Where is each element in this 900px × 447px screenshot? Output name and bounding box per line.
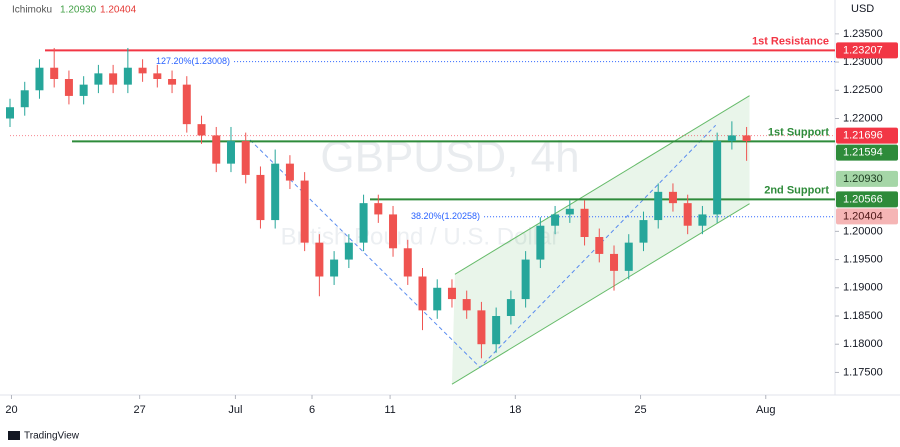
candle-body	[271, 163, 280, 221]
candle-body	[565, 208, 574, 215]
indicator-name: Ichimoku	[12, 5, 52, 16]
candle-body	[713, 141, 722, 215]
candle-body	[551, 214, 560, 226]
y-tick-label: 1.23500	[843, 28, 883, 40]
indicator-value: 1.20930	[60, 5, 97, 16]
y-tick-label: 1.19000	[843, 282, 883, 294]
y-tick-label: 1.23000	[843, 56, 883, 68]
candle-body	[595, 237, 604, 254]
candle-body	[580, 208, 589, 237]
price-tag-label: 1.20930	[843, 173, 883, 185]
y-tick-label: 1.19500	[843, 253, 883, 265]
candle-body	[226, 141, 235, 164]
price-tag-label: 1.20566	[843, 193, 883, 205]
price-tag	[836, 191, 898, 208]
indicator-value: 1.20404	[100, 5, 137, 16]
candle-body	[742, 135, 751, 142]
y-tick-label: 1.22500	[843, 84, 883, 96]
price-tag	[836, 127, 898, 144]
candle-body	[153, 73, 162, 79]
price-tag	[836, 144, 898, 161]
candle-body	[536, 225, 545, 260]
axis-unit: USD	[851, 3, 874, 15]
candle-body	[50, 67, 59, 79]
candle-body	[521, 259, 530, 300]
candle-body	[6, 107, 14, 119]
candle-body	[64, 79, 73, 96]
level-name: 1st Resistance	[752, 35, 829, 47]
fib-path	[249, 124, 717, 369]
level-name: 2nd Support	[764, 184, 829, 196]
candle-body	[138, 67, 147, 74]
x-tick-label: 11	[384, 404, 395, 416]
x-tick-label: 6	[309, 404, 315, 416]
candle-body	[639, 220, 648, 243]
candle-body	[300, 180, 309, 243]
candle-body	[182, 84, 191, 125]
y-tick-label: 1.17500	[843, 366, 883, 378]
candle-body	[344, 242, 353, 260]
price-tag	[836, 170, 898, 187]
x-tick-label: 18	[509, 404, 521, 416]
candle-body	[698, 214, 707, 226]
candle-body	[94, 73, 103, 85]
x-tick-label: Aug	[756, 404, 776, 416]
fib-label: 127.20%(1.23008)	[156, 56, 230, 66]
candle-body	[20, 90, 29, 108]
candle-body	[374, 203, 383, 215]
x-tick-label: 25	[634, 404, 646, 416]
y-tick-label: 1.22000	[843, 112, 883, 124]
candle-body	[285, 163, 294, 181]
candle-body	[79, 84, 88, 96]
price-tag	[836, 42, 898, 59]
price-tag-label: 1.21696	[843, 130, 883, 142]
y-tick-label: 1.18000	[843, 338, 883, 350]
candle-body	[462, 299, 471, 311]
candle-body	[109, 73, 118, 85]
channel-line	[454, 95, 750, 275]
candle-body	[418, 276, 427, 311]
candle-body	[624, 242, 633, 271]
candle-body	[403, 248, 412, 277]
candle-body	[168, 79, 177, 85]
candle-body	[330, 259, 339, 277]
candle-body	[212, 135, 221, 164]
y-tick-label: 1.20000	[843, 225, 883, 237]
candle-body	[241, 141, 250, 175]
price-tag-label: 1.21594	[843, 147, 883, 159]
candle-body	[447, 287, 456, 300]
x-tick-label: Jul	[228, 404, 242, 416]
brand: TradingView	[24, 431, 80, 442]
candle-body	[506, 299, 515, 316]
watermark-symbol: GBPUSD, 4h	[320, 133, 579, 182]
candle-body	[256, 174, 265, 221]
candle-body	[433, 287, 442, 311]
candle-body	[492, 316, 501, 345]
candle-body	[654, 191, 663, 221]
watermark-description: British Pound / U.S. Dollar	[281, 223, 560, 250]
brand-logo	[8, 431, 20, 440]
price-tag-label: 1.20404	[843, 210, 883, 222]
candle-body	[315, 242, 324, 277]
x-tick-label: 20	[5, 404, 17, 416]
channel-line	[451, 203, 750, 385]
y-tick-label: 1.18500	[843, 310, 883, 322]
level-name: 1st Support	[768, 126, 829, 138]
candle-body	[727, 135, 736, 142]
candle-body	[389, 214, 398, 249]
candle-body	[35, 67, 44, 91]
candle-body	[610, 253, 619, 271]
x-tick-label: 27	[134, 404, 146, 416]
fib-label: 38.20%(1.20258)	[411, 211, 480, 221]
candle-body	[668, 191, 677, 204]
candle-body	[359, 203, 368, 243]
price-tag	[836, 208, 898, 225]
candle-body	[477, 310, 486, 345]
price-tag-label: 1.23207	[843, 44, 883, 56]
candle-body	[683, 203, 692, 226]
candle-body	[197, 124, 206, 136]
candle-body	[123, 67, 132, 85]
